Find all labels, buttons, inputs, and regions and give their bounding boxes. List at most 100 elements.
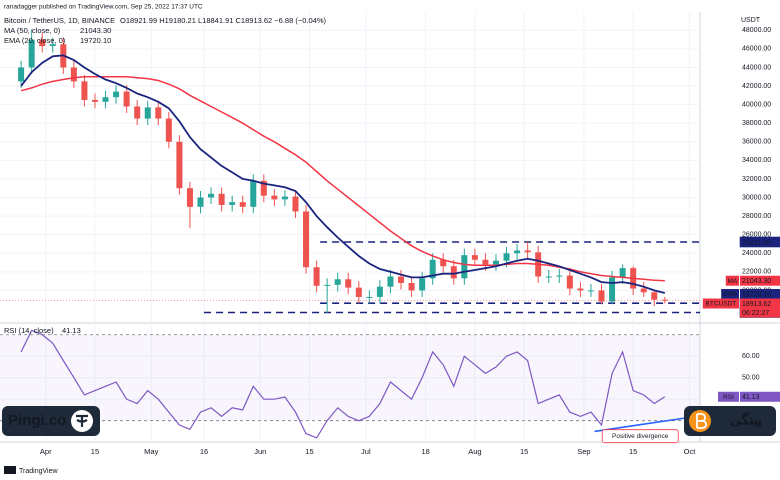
y-tick-label: 34000.00 bbox=[742, 157, 771, 164]
candle-body bbox=[123, 91, 130, 107]
candle-body bbox=[651, 292, 658, 300]
tether-glyph bbox=[76, 414, 88, 427]
rsi-line bbox=[20, 329, 666, 439]
candle-body bbox=[471, 255, 478, 260]
y-tick-label: 32000.00 bbox=[742, 176, 771, 183]
x-tick-label: Jul bbox=[361, 447, 371, 456]
series-legend: EMA (20, close, 0) bbox=[4, 36, 66, 45]
tag-name: BTCUSDT bbox=[706, 301, 737, 308]
candle-body bbox=[556, 275, 563, 277]
candle-body bbox=[208, 193, 215, 198]
marks-layer bbox=[0, 29, 700, 439]
level-tag-box bbox=[739, 236, 780, 248]
candle-body bbox=[113, 91, 120, 98]
y-tick-label: 36000.00 bbox=[742, 139, 771, 146]
candle-body bbox=[503, 253, 510, 261]
x-tick-label: Jun bbox=[254, 447, 266, 456]
tag-value: 18913.62 bbox=[742, 301, 771, 308]
rsi-tick-label: 60.00 bbox=[742, 353, 760, 360]
candle-body bbox=[482, 259, 489, 265]
x-tick-label: May bbox=[144, 447, 158, 456]
candle-body bbox=[260, 180, 267, 196]
y-tick-label: 44000.00 bbox=[742, 64, 771, 71]
candle-body bbox=[102, 97, 109, 102]
bitcoin-glyph bbox=[696, 413, 707, 429]
annotation-box bbox=[601, 429, 679, 444]
candle-body bbox=[398, 276, 405, 283]
tag-value: 19720.10 bbox=[742, 291, 771, 298]
tag-value-box bbox=[740, 289, 780, 300]
y-tick-label: 26000.00 bbox=[742, 232, 771, 239]
tag-countdown: 06:22:27 bbox=[742, 310, 769, 317]
candle-body bbox=[303, 211, 310, 268]
candle-body bbox=[281, 196, 288, 200]
y-tick-label: 46000.00 bbox=[742, 46, 771, 53]
x-tick-label: 15 bbox=[91, 447, 99, 456]
rsi-tick-label: 50.00 bbox=[742, 375, 760, 382]
candle-body bbox=[429, 259, 436, 279]
candle-body bbox=[218, 193, 225, 205]
candle-body bbox=[324, 284, 331, 286]
candle-body bbox=[461, 255, 468, 279]
candle-body bbox=[419, 278, 426, 291]
tag-name: EMA bbox=[723, 291, 738, 298]
rsi-legend-value: 41.13 bbox=[62, 326, 81, 335]
candle-body bbox=[609, 277, 616, 302]
x-tick-label: 16 bbox=[200, 447, 208, 456]
rsi-legend: RSI (14, close) bbox=[4, 326, 54, 335]
level-tag: 25211.00 bbox=[742, 239, 771, 246]
x-tick-label: 15 bbox=[305, 447, 313, 456]
candle-body bbox=[250, 180, 257, 207]
candle-body bbox=[566, 275, 573, 289]
y-tick-label: 40000.00 bbox=[742, 101, 771, 108]
tag-name-box bbox=[725, 275, 739, 286]
rsi-band bbox=[0, 334, 700, 421]
rsi-trendline bbox=[594, 415, 697, 433]
tv-logo bbox=[4, 466, 16, 474]
series-legend-value: 21043.30 bbox=[80, 26, 111, 35]
y-tick-label: 24000.00 bbox=[742, 250, 771, 257]
rsi-tag-name: RSI bbox=[723, 394, 734, 401]
overlay-layer: Pingi.co پینگی TradingView Positive dive… bbox=[2, 16, 780, 475]
candle-body bbox=[271, 195, 278, 200]
candle-body bbox=[640, 288, 647, 293]
candle-body bbox=[292, 196, 299, 212]
candle-body bbox=[186, 188, 193, 207]
y-tick-label: 30000.00 bbox=[742, 194, 771, 201]
tag-name-box bbox=[702, 298, 739, 309]
candle-body bbox=[440, 259, 447, 267]
candle-body bbox=[334, 279, 341, 285]
y-tick-label: 38000.00 bbox=[742, 120, 771, 127]
rsi-tag-box bbox=[740, 391, 780, 402]
candle-body bbox=[70, 67, 77, 82]
candle-body bbox=[144, 107, 151, 119]
candle-body bbox=[81, 81, 88, 100]
series-legend-value: 19720.10 bbox=[80, 36, 111, 45]
watermark-left: Pingi.co bbox=[8, 412, 66, 429]
candle-body bbox=[545, 276, 552, 278]
ohlc-text: O18921.99 H19180.21 L18841.91 C18913.62 … bbox=[120, 16, 327, 25]
tag-name: MA bbox=[728, 278, 738, 285]
candle-body bbox=[376, 286, 383, 297]
tag-value-box bbox=[740, 298, 780, 318]
watermark-right: پینگی bbox=[730, 412, 762, 429]
x-tick-label: Apr bbox=[40, 447, 52, 456]
x-tick-label: Oct bbox=[684, 447, 697, 456]
candle-body bbox=[450, 266, 457, 279]
tag-value-box bbox=[740, 275, 780, 286]
candle-body bbox=[492, 260, 499, 265]
candle-body bbox=[28, 39, 35, 68]
grid-layer: Apr15May16Jun15Jul18Aug15Sep15Oct20000.0… bbox=[0, 12, 771, 456]
candle-body bbox=[176, 141, 183, 189]
candle-body bbox=[134, 106, 141, 119]
candle-body bbox=[598, 290, 605, 302]
tag-name-box bbox=[721, 289, 739, 300]
indicator-line bbox=[20, 75, 665, 282]
candle-body bbox=[366, 296, 373, 298]
footer: TradingView bbox=[19, 468, 58, 475]
indicator-line bbox=[20, 54, 666, 294]
candle-body bbox=[39, 39, 46, 47]
candle-body bbox=[239, 202, 246, 207]
y-tick-label: 42000.00 bbox=[742, 83, 771, 90]
